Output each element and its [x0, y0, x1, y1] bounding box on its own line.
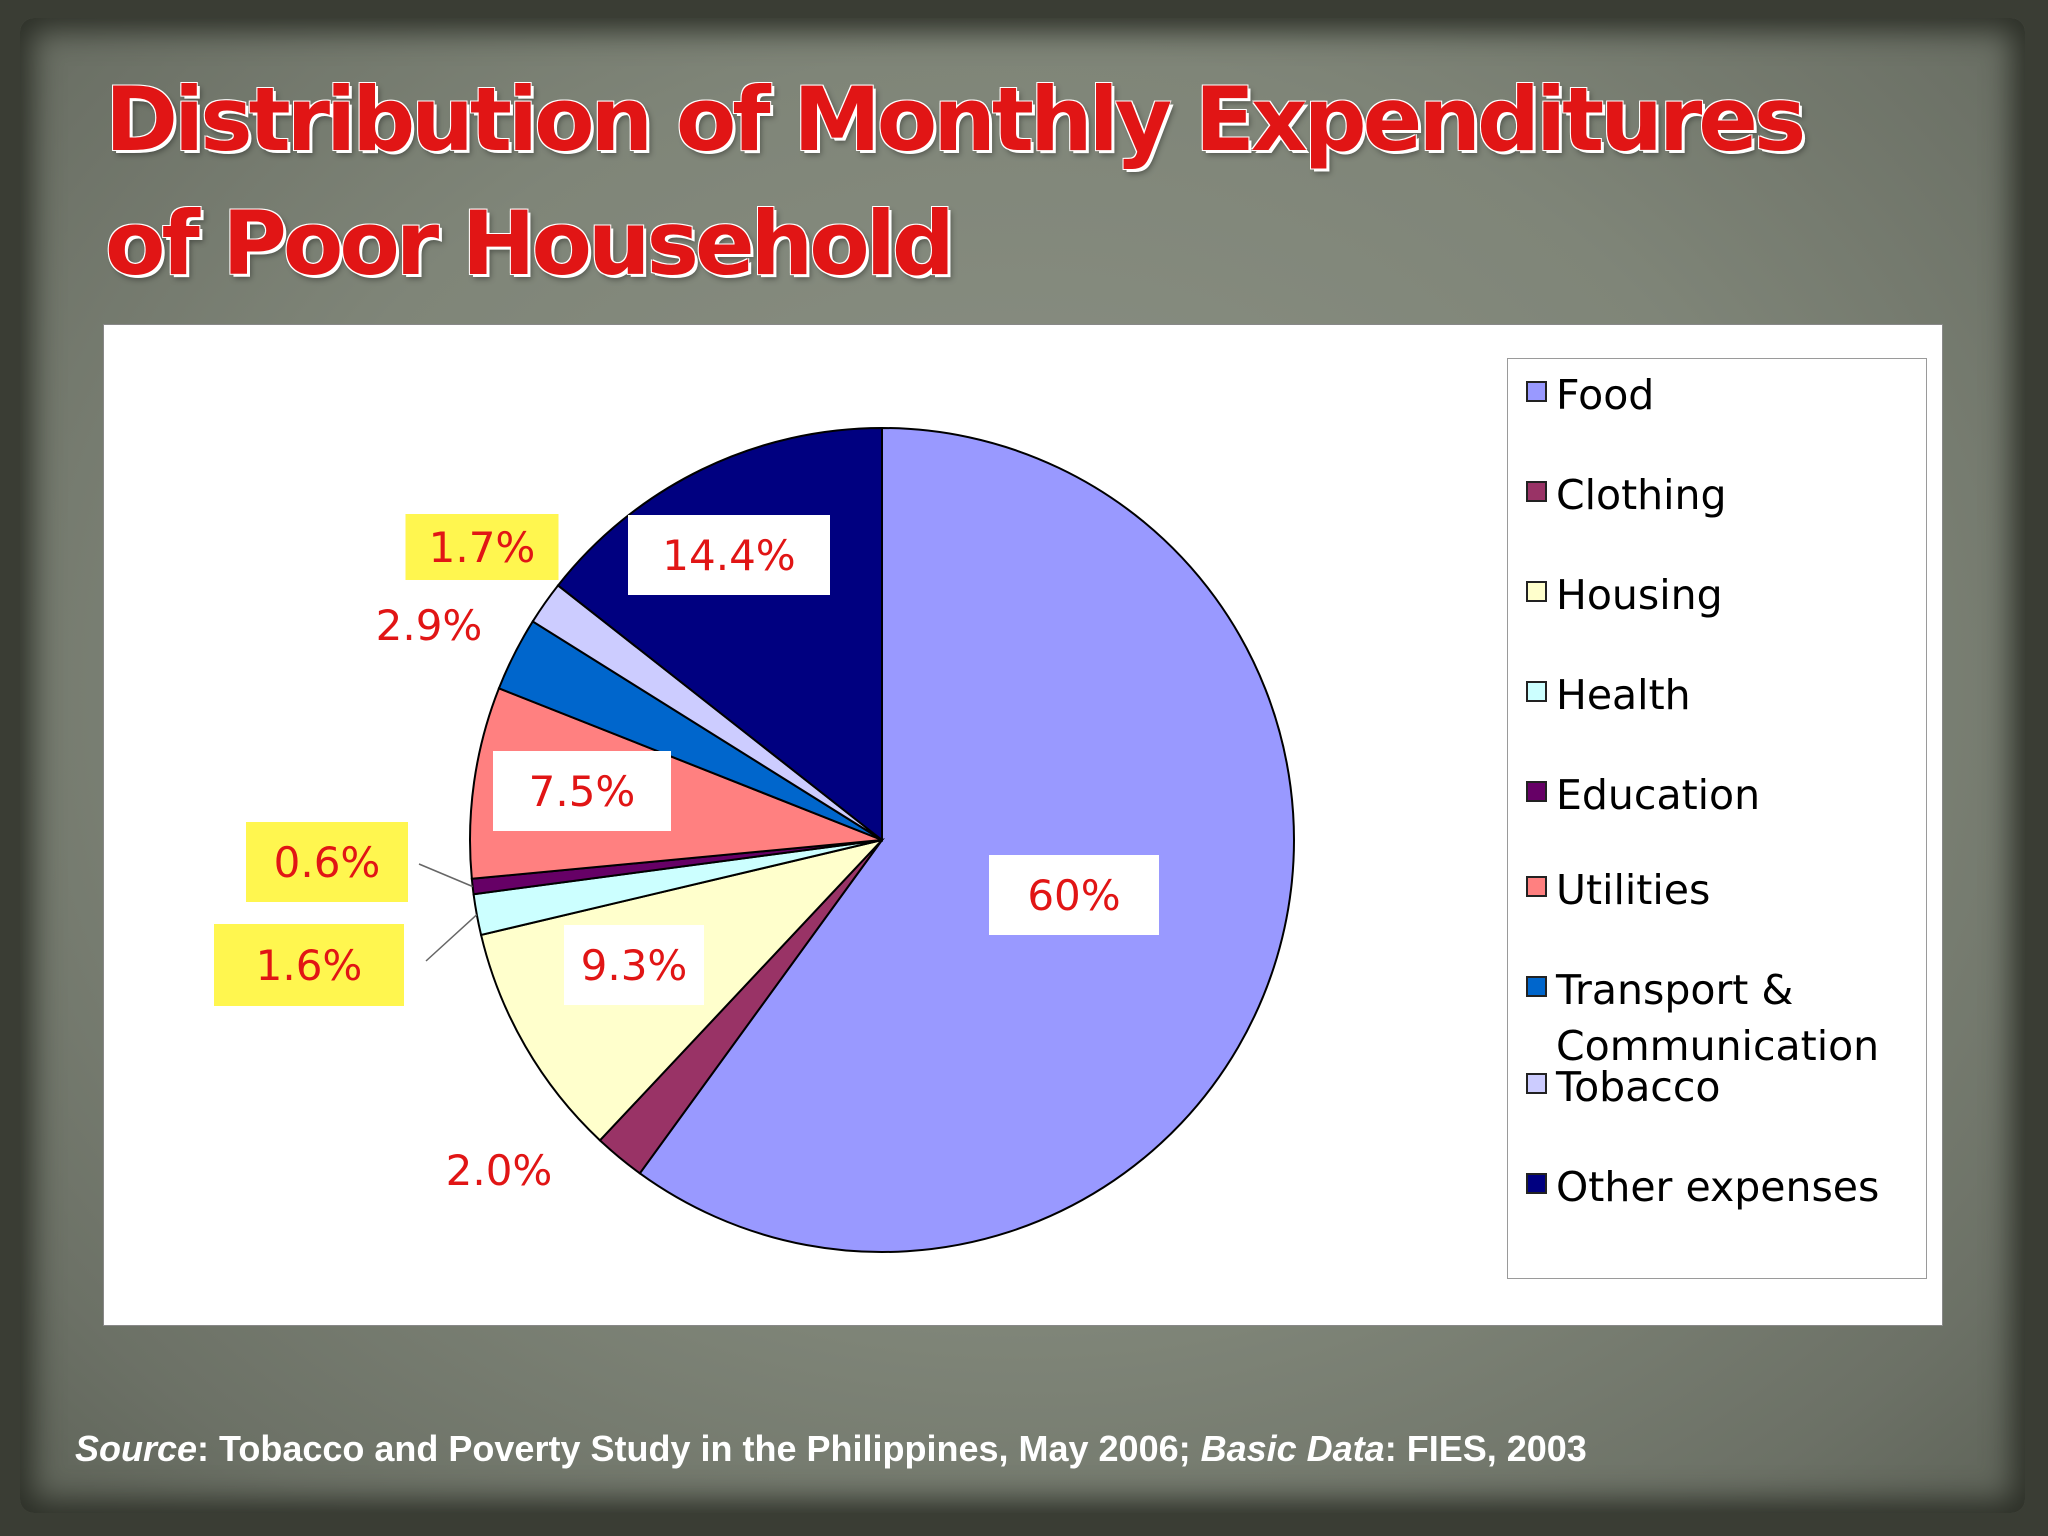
data-label-food: 60%	[989, 855, 1159, 935]
data-label-text: 7.5%	[529, 767, 636, 816]
legend-swatch	[1526, 1073, 1547, 1094]
data-label-box	[493, 751, 671, 831]
legend-item-other-expenses: Other expenses	[1526, 1159, 1879, 1215]
slide-title: Distribution of Monthly Expenditures of …	[105, 58, 1806, 306]
data-label-box	[989, 855, 1159, 935]
legend-label: Tobacco	[1556, 1059, 1720, 1115]
source-note: Source: Tobacco and Poverty Study in the…	[75, 1428, 1587, 1470]
title-line-2: of Poor Household	[105, 192, 955, 295]
legend-label: Other expenses	[1556, 1159, 1879, 1215]
data-label-transport-and-communication: 2.9%	[376, 601, 483, 650]
data-label-text: 14.4%	[662, 531, 795, 580]
data-label-text: 9.3%	[581, 941, 688, 990]
data-label-education: 0.6%	[246, 822, 408, 902]
leader-line-health	[425, 914, 478, 962]
legend-item-food: Food	[1526, 367, 1654, 423]
legend-label-line: Transport &	[1556, 966, 1794, 1014]
legend-label: Food	[1556, 367, 1654, 423]
data-label-text: 0.6%	[274, 838, 381, 887]
legend-item-health: Health	[1526, 667, 1691, 723]
legend-item-transport-and-communication: Transport & Communication	[1526, 962, 1879, 1074]
data-label-text: 1.6%	[256, 941, 363, 990]
legend-swatch	[1526, 481, 1547, 502]
legend-swatch	[1526, 381, 1547, 402]
legend-label-line: Communication	[1556, 1022, 1880, 1070]
pie-slice-food	[638, 426, 1295, 1253]
pie-slice-utilities	[469, 687, 883, 880]
source-label: Source	[75, 1428, 198, 1469]
data-label-box	[246, 822, 408, 902]
data-label-box	[214, 924, 404, 1006]
legend-label: Education	[1556, 767, 1760, 823]
data-label-clothing: 2.0%	[446, 1146, 553, 1195]
legend-label-line: Education	[1556, 771, 1761, 819]
legend-item-housing: Housing	[1526, 567, 1723, 623]
legend-swatch	[1526, 681, 1547, 702]
legend-label: Transport & Communication	[1556, 962, 1879, 1074]
leader-line-education	[418, 863, 473, 888]
legend-label: Clothing	[1556, 467, 1727, 523]
data-label-utilities: 7.5%	[493, 751, 671, 831]
legend-label-line: Health	[1556, 671, 1691, 719]
data-label-text: 2.0%	[446, 1146, 553, 1195]
legend-swatch	[1526, 1173, 1547, 1194]
pie-chart: 60% 2.0% 9.3% 1.6% 0.6% 7.5% 2.9% 1.7% 14.4%	[214, 426, 1295, 1253]
title-line-1: Distribution of Monthly Expenditures	[105, 68, 1806, 171]
legend-label: Housing	[1556, 567, 1723, 623]
data-label-text: 1.7%	[429, 523, 536, 572]
legend-item-clothing: Clothing	[1526, 467, 1727, 523]
source-text: : Tobacco and Poverty Study in the Phili…	[197, 1428, 1201, 1469]
legend-label-line: Other expenses	[1556, 1163, 1880, 1211]
chart-legend: Food Clothing Housing Health Education Utilit…	[1507, 358, 1927, 1279]
data-label-health: 1.6%	[214, 924, 404, 1006]
data-label-box	[405, 514, 559, 580]
legend-item-education: Education	[1526, 767, 1760, 823]
legend-swatch	[1526, 781, 1547, 802]
legend-label-line: Housing	[1556, 571, 1723, 619]
data-label-text: 2.9%	[376, 601, 483, 650]
legend-item-tobacco: Tobacco	[1526, 1059, 1720, 1115]
legend-swatch	[1526, 976, 1547, 997]
basic-data-label: Basic Data	[1200, 1428, 1385, 1469]
basic-data-text: : FIES, 2003	[1384, 1428, 1587, 1469]
legend-swatch	[1526, 876, 1547, 897]
legend-swatch	[1526, 581, 1547, 602]
legend-label-line: Tobacco	[1556, 1063, 1721, 1111]
legend-label-line: Food	[1556, 371, 1655, 419]
data-label-tobacco: 1.7%	[405, 514, 559, 580]
data-label-box	[564, 925, 704, 1005]
data-label-other-expenses: 14.4%	[628, 515, 830, 595]
legend-label: Health	[1556, 667, 1691, 723]
data-label-box	[628, 515, 830, 595]
legend-item-utilities: Utilities	[1526, 862, 1710, 918]
data-label-housing: 9.3%	[564, 925, 704, 1005]
legend-label: Utilities	[1556, 862, 1710, 918]
data-label-text: 60%	[1027, 871, 1120, 920]
legend-label-line: Utilities	[1556, 866, 1711, 914]
legend-label-line: Clothing	[1556, 471, 1727, 519]
